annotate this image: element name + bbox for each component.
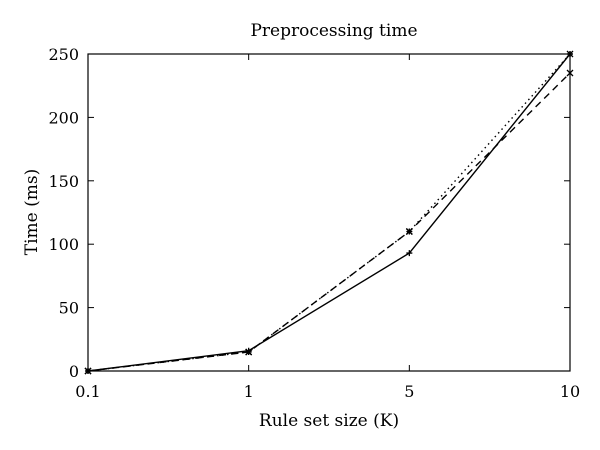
y-axis-label: Time (ms) xyxy=(22,169,42,255)
x-tick-label: 0.1 xyxy=(75,382,100,401)
y-tick-label: 0 xyxy=(69,362,79,381)
x-axis-label: Rule set size (K) xyxy=(259,411,399,431)
series-line-2 xyxy=(87,72,571,372)
series-1-point-marker xyxy=(406,250,413,257)
series-2-point-marker xyxy=(566,69,574,77)
series-3-point-marker xyxy=(405,228,413,235)
series-3-point-marker xyxy=(84,367,92,375)
x-tick-label: 5 xyxy=(404,382,414,401)
y-tick-label: 200 xyxy=(48,108,79,127)
y-tick-label: 100 xyxy=(48,235,79,254)
plot-frame xyxy=(87,53,571,372)
chart-title: Preprocessing time xyxy=(250,21,417,41)
series-3-point-marker xyxy=(566,50,574,58)
y-tick-label: 50 xyxy=(59,299,79,318)
y-tick-label: 150 xyxy=(48,172,79,191)
series-3-point-marker xyxy=(245,348,253,356)
x-tick-label: 1 xyxy=(244,382,254,401)
x-tick-label: 10 xyxy=(560,382,580,401)
series-line-1 xyxy=(87,53,571,372)
y-tick-label: 250 xyxy=(48,45,79,64)
series-line-3 xyxy=(87,53,571,372)
